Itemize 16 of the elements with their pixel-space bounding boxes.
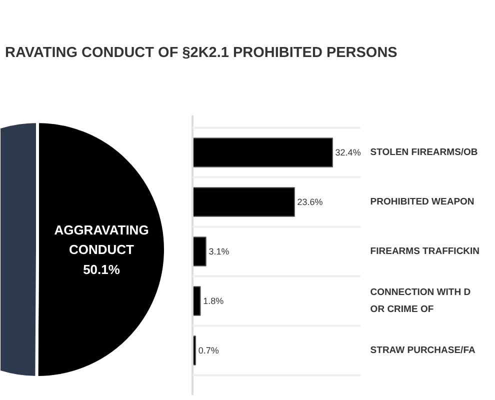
y-tick-label: PROHIBITED WEAPON [370, 196, 474, 208]
bar [192, 236, 206, 266]
bar [192, 138, 333, 168]
data-label: 23.6% [297, 197, 323, 207]
data-label: 50.1% [83, 262, 120, 278]
bar [192, 187, 295, 217]
slice-label: AGGRAVATING CONDUCT [54, 222, 149, 258]
data-label: 3.1% [208, 246, 230, 256]
y-tick-label: FIREARMS TRAFFICKIN [370, 246, 480, 257]
y-tick-label: STRAW PURCHASE/FA [370, 345, 476, 356]
data-label: 1.8% [203, 296, 224, 306]
data-label: 0.7% [198, 346, 219, 356]
y-tick-label: CONNECTION WITH D OR CRIME OF [370, 287, 471, 315]
text: RAVATING CONDUCT OF §2K2.1 PROHIBITED PERSONS [5, 44, 398, 63]
data-label: 32.4% [335, 148, 361, 158]
y-tick-label: STOLEN FIREARMS/OB [370, 147, 478, 158]
